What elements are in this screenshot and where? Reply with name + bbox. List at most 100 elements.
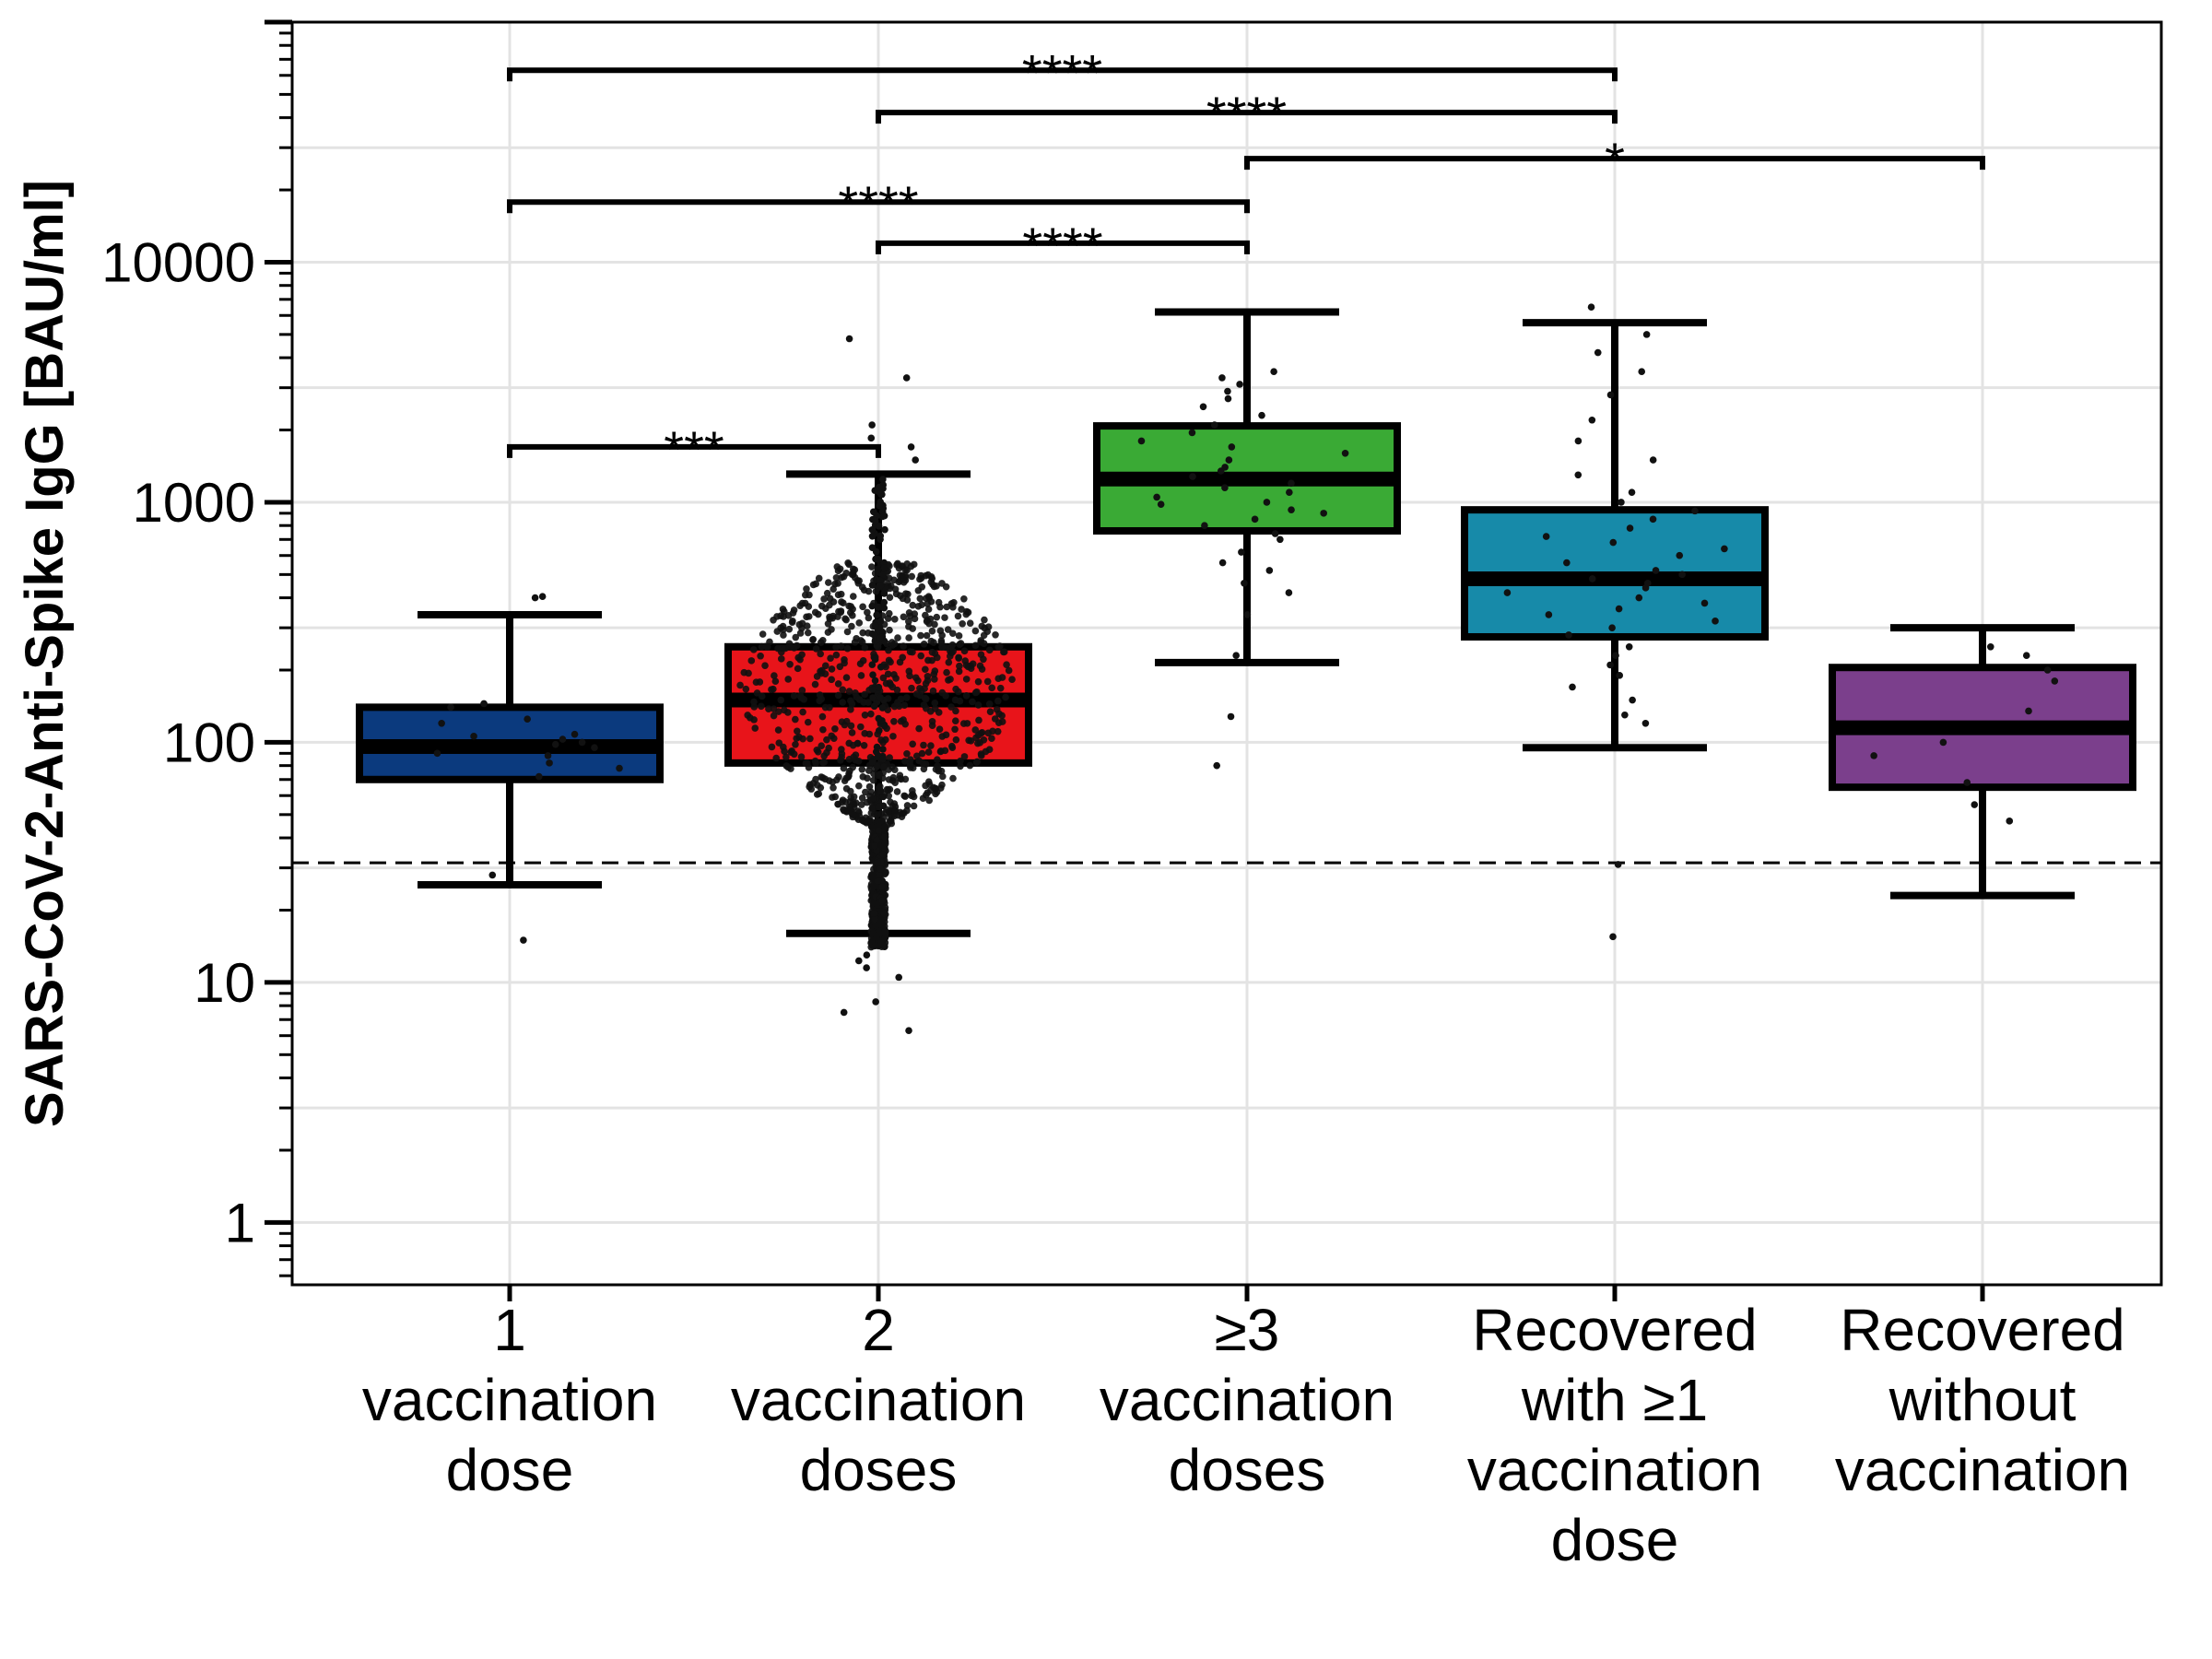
swarm-point [938,733,947,740]
data-point [1563,559,1571,567]
swarm-point [949,647,957,655]
swarm-point [877,787,885,794]
swarm-point [879,755,887,763]
swarm-point [789,609,797,617]
data-point [480,700,488,708]
x-tick-label: without [1888,1367,2077,1433]
swarm-point [803,613,810,621]
swarm-point [788,747,795,755]
data-point [1241,579,1248,587]
swarm-point [832,643,840,651]
swarm-point [820,595,828,603]
swarm-point [918,749,926,758]
data-point [1189,473,1196,480]
swarm-point [899,573,906,582]
swarm-point [910,802,918,810]
data-point [1649,515,1657,524]
swarm-point [952,707,959,715]
data-point [1616,672,1623,679]
swarm-point [880,559,888,567]
swarm-point [869,776,877,784]
swarm-point [839,686,847,694]
swarm-point [877,736,885,744]
swarm-point [860,741,868,749]
swarm-point [978,622,986,630]
swarm-point [881,839,889,846]
data-point [1341,449,1349,457]
swarm-point [768,743,776,751]
swarm-point [879,793,888,801]
swarm-point [877,663,885,671]
significance-label: * [1605,132,1625,190]
swarm-point [934,756,941,764]
swarm-point [751,724,759,732]
swarm-point [880,564,888,571]
swarm-point [928,648,936,656]
swarm-point [988,684,996,692]
swarm-point [849,763,856,771]
data-point [1629,696,1636,704]
data-point [1263,499,1271,506]
x-tick-label: 1 [493,1297,526,1363]
x-tick-label: doses [800,1437,958,1503]
swarm-point [994,675,1003,683]
swarm-point [908,684,915,692]
swarm-point [988,735,995,742]
swarm-point [798,687,806,694]
data-point [2006,818,2014,825]
swarm-point [811,680,819,688]
swarm-point [821,703,830,712]
swarm-point [897,695,905,703]
swarm-point [886,679,894,687]
swarm-point [852,689,859,697]
swarm-point [945,658,953,666]
data-point [1565,631,1572,639]
swarm-point [909,625,916,632]
swarm-point [782,644,789,653]
swarm-point [935,709,943,716]
swarm-point [871,655,879,664]
swarm-point [797,694,806,701]
swarm-point [967,662,974,670]
data-point [1236,381,1243,388]
swarm-point [985,646,994,654]
significance-label: *** [664,420,724,478]
swarm-point [786,660,794,668]
significance-label: **** [1022,217,1102,275]
swarm-point [952,685,959,693]
swarm-point [804,718,812,726]
swarm-point [1000,648,1008,656]
swarm-point [881,823,889,831]
swarm-point [809,636,818,643]
swarm-point [922,611,929,619]
swarm-point [923,594,930,602]
swarm-point [947,703,955,711]
swarm-point [785,640,794,648]
swarm-point [848,571,856,579]
swarm-point [806,591,813,599]
swarm-point [960,594,968,603]
swarm-point [922,695,930,703]
swarm-point [875,827,882,834]
swarm-point [986,708,994,715]
swarm-point [959,619,966,628]
swarm-point [756,678,764,686]
swarm-point [830,585,837,593]
x-tick-label: Recovered [1472,1297,1758,1363]
swarm-point [750,703,759,711]
swarm-point [931,667,939,675]
swarm-point [747,657,756,665]
x-tick-label: Recovered [1840,1297,2125,1363]
swarm-point [880,833,888,841]
y-axis-title: SARS-CoV-2-Anti-Spike IgG [BAU/ml] [15,180,75,1127]
data-point [1594,348,1602,357]
data-point [559,735,567,743]
x-tick-label: 2 [862,1297,895,1363]
swarm-point [880,590,888,597]
data-point [1199,403,1207,411]
swarm-point [872,942,879,949]
swarm-point [942,643,950,652]
swarm-point [928,627,936,635]
x-axis-labels: 1vaccinationdose2vaccinationdoses≥3vacci… [362,1285,2130,1573]
data-point [520,936,527,944]
